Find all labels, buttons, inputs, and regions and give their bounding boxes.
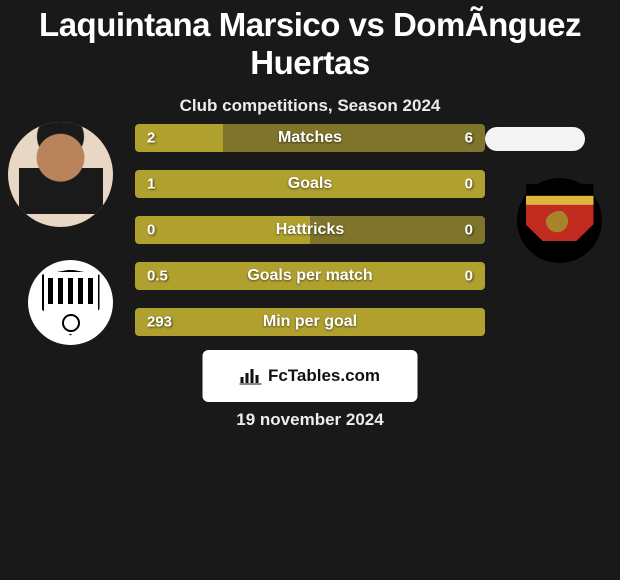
chart-bars-icon: [240, 367, 262, 385]
page-title: Laquintana Marsico vs DomÃ­nguez Huertas: [0, 0, 620, 82]
player-b-pill: [485, 127, 585, 151]
comparison-bars: 26Matches 10Goals 00Hattricks 0.50Goals per…: [135, 124, 485, 354]
brand-card[interactable]: FcTables.com: [203, 350, 418, 402]
brand-label: FcTables.com: [268, 366, 380, 386]
club-b-badge: [517, 178, 602, 263]
stat-row-goals: 10Goals: [135, 170, 485, 198]
stat-row-matches: 26Matches: [135, 124, 485, 152]
santos-crest-icon: [42, 270, 100, 336]
stat-row-hattricks: 00Hattricks: [135, 216, 485, 244]
stat-row-min-per-goal: 293Min per goal: [135, 308, 485, 336]
stat-label: Matches: [135, 129, 485, 147]
player-a-avatar: [8, 122, 113, 227]
page-subtitle: Club competitions, Season 2024: [0, 96, 620, 116]
sport-crest-icon: [526, 184, 594, 258]
club-a-badge: [28, 260, 113, 345]
stat-label: Goals per match: [135, 267, 485, 285]
stat-label: Min per goal: [135, 313, 485, 331]
stat-row-goals-per-match: 0.50Goals per match: [135, 262, 485, 290]
stat-label: Goals: [135, 175, 485, 193]
stat-label: Hattricks: [135, 221, 485, 239]
generated-date: 19 november 2024: [0, 410, 620, 430]
